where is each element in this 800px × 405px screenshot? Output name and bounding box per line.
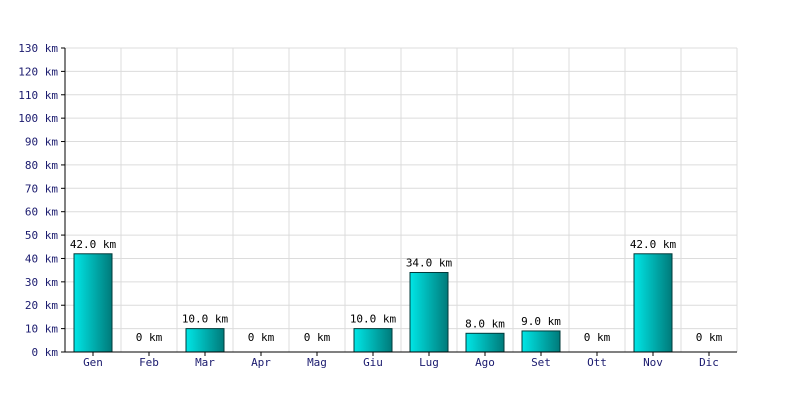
x-tick-label: Nov [643,356,663,369]
bar-set [521,330,561,353]
bar-gen [73,253,113,353]
x-tick-label: Lug [419,356,439,369]
bar-ago [465,332,505,353]
data-label: 0 km [584,331,611,344]
grid [64,47,738,353]
y-tick-label: 40 km [25,252,58,265]
bar-giu [353,328,393,353]
data-label: 42.0 km [630,238,677,251]
x-tick-label: Dic [699,356,719,369]
data-label: 9.0 km [521,315,561,328]
data-label: 10.0 km [350,313,397,326]
x-tick-label: Gen [83,356,103,369]
x-tick-label: Ott [587,356,607,369]
y-tick-label: 100 km [18,112,58,125]
x-tick-label: Apr [251,356,271,369]
y-tick-label: 60 km [25,206,58,219]
data-label: 0 km [696,331,723,344]
axes [64,48,737,353]
y-tick-label: 0 km [32,346,59,359]
data-label: 0 km [136,331,163,344]
bars [73,253,673,353]
y-tick-label: 50 km [25,229,58,242]
bar-mar [185,328,225,353]
x-axis-ticks: Gen Feb Mar Apr Mag Giu Lug Ago Set Ott Nov Dic [83,352,719,369]
data-label: 0 km [304,331,331,344]
x-tick-label: Mag [307,356,327,369]
y-tick-label: 10 km [25,323,58,336]
y-tick-label: 30 km [25,276,58,289]
data-label: 10.0 km [182,313,229,326]
x-tick-label: Mar [195,356,215,369]
y-tick-label: 70 km [25,182,58,195]
x-tick-label: Ago [475,356,495,369]
bar-nov [633,253,673,353]
data-label: 0 km [248,331,275,344]
y-tick-label: 130 km [18,42,58,55]
y-tick-label: 120 km [18,65,58,78]
data-label: 8.0 km [465,317,505,330]
data-labels: 42.0 km 0 km 10.0 km 0 km 0 km 10.0 km 34.0 km… [70,238,723,344]
y-axis-ticks: 0 km 10 km 20 km 30 km 40 km 50 km 60 km 70 km 8… [18,42,65,359]
y-tick-label: 90 km [25,136,58,149]
data-label: 42.0 km [70,238,117,251]
y-tick-label: 110 km [18,89,58,102]
x-tick-label: Feb [139,356,159,369]
data-label: 34.0 km [406,256,453,269]
x-tick-label: Set [531,356,551,369]
y-tick-label: 80 km [25,159,58,172]
y-tick-label: 20 km [25,299,58,312]
bar-lug [409,271,449,353]
x-tick-label: Giu [363,356,383,369]
